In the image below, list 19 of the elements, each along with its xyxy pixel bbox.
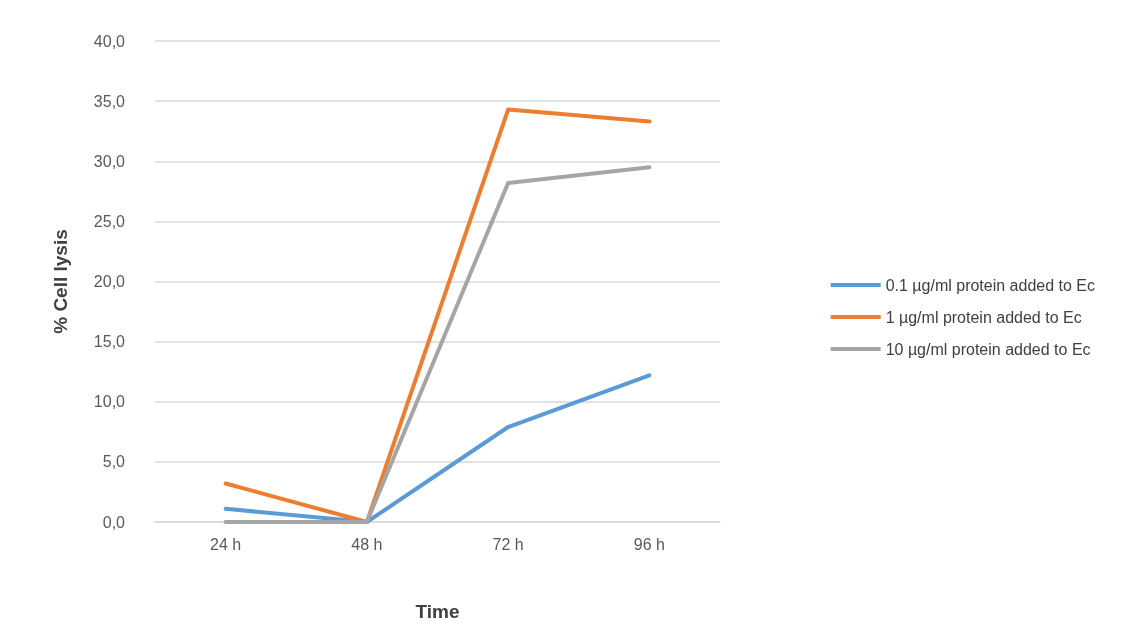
legend-label: 1 µg/ml protein added to Ec <box>885 308 1082 326</box>
y-tick-label: 15,0 <box>93 333 126 351</box>
y-tick-label: 20,0 <box>93 273 126 290</box>
y-tick-label: 10,0 <box>93 393 126 411</box>
y-tick-label: 40,0 <box>93 32 126 50</box>
y-tick-label: 25,0 <box>93 212 126 230</box>
legend-label: 0.1 µg/ml protein added to Ec <box>885 276 1095 294</box>
x-tick-label: 48 h <box>351 535 383 553</box>
y-tick-label: 35,0 <box>93 92 126 110</box>
y-tick-label: 5,0 <box>102 453 126 471</box>
legend-label: 10 µg/ml protein added to Ec <box>885 340 1091 358</box>
y-tick-label: 0,0 <box>102 513 126 531</box>
x-axis-title: Time <box>415 601 460 622</box>
x-tick-label: 24 h <box>210 535 242 553</box>
line-series <box>223 373 652 524</box>
y-axis-title: % Cell lysis <box>50 229 71 334</box>
x-tick-label: 72 h <box>492 535 524 553</box>
x-tick-label: 96 h <box>633 535 665 553</box>
y-tick-label: 30,0 <box>93 152 126 170</box>
